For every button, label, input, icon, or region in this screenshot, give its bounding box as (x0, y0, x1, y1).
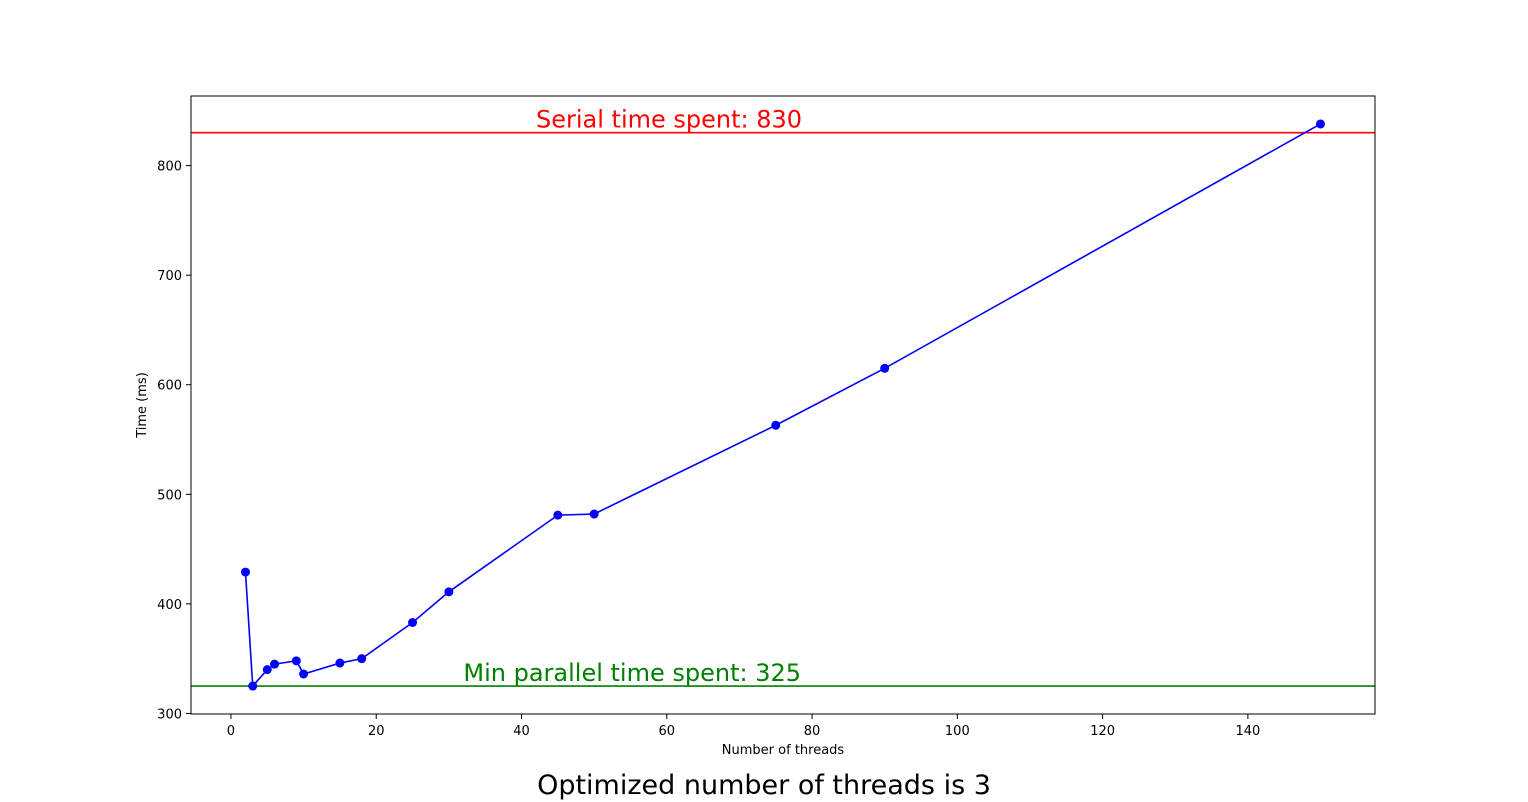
y-tick-label: 800 (157, 160, 182, 175)
data-point (299, 669, 309, 679)
x-tick-label: 20 (368, 724, 385, 739)
data-point (291, 656, 301, 666)
reference-lines: Serial time spent: 830 Min parallel time … (191, 106, 1375, 687)
x-tick-label: 40 (513, 724, 530, 739)
y-axis-ticks: 300 400 500 600 700 800 (157, 160, 191, 722)
plot-area (191, 96, 1375, 714)
data-point (335, 658, 345, 668)
y-tick-label: 700 (157, 269, 182, 284)
data-point (240, 567, 250, 577)
x-tick-label: 80 (804, 724, 821, 739)
data-point (771, 420, 781, 430)
x-tick-label: 140 (1235, 724, 1260, 739)
y-tick-label: 600 (157, 379, 182, 394)
x-axis-label: Number of threads (722, 743, 845, 758)
reference-line-label: Min parallel time spent: 325 (463, 659, 801, 687)
data-point (880, 363, 890, 373)
plot-frame (190, 95, 1376, 715)
data-series (240, 119, 1326, 691)
x-tick-label: 0 (227, 724, 235, 739)
y-tick-label: 400 (157, 598, 182, 613)
y-tick-label: 500 (157, 488, 182, 503)
data-point (248, 681, 258, 691)
data-point (357, 654, 367, 664)
data-point (589, 509, 599, 519)
x-tick-label: 120 (1090, 724, 1115, 739)
data-point (262, 665, 272, 675)
y-axis-label: Time (ms) (135, 372, 150, 439)
y-tick-label: 300 (157, 707, 182, 722)
data-point (1316, 119, 1326, 129)
data-point (270, 659, 280, 669)
chart-caption: Optimized number of threads is 3 (537, 770, 991, 801)
x-tick-label: 60 (659, 724, 676, 739)
data-point (553, 510, 563, 520)
reference-line-label: Serial time spent: 830 (536, 106, 802, 134)
data-point (444, 587, 454, 597)
x-axis-ticks: 0 20 40 60 80 100 120 140 (227, 714, 1260, 739)
data-point (408, 618, 418, 628)
x-tick-label: 100 (945, 724, 970, 739)
